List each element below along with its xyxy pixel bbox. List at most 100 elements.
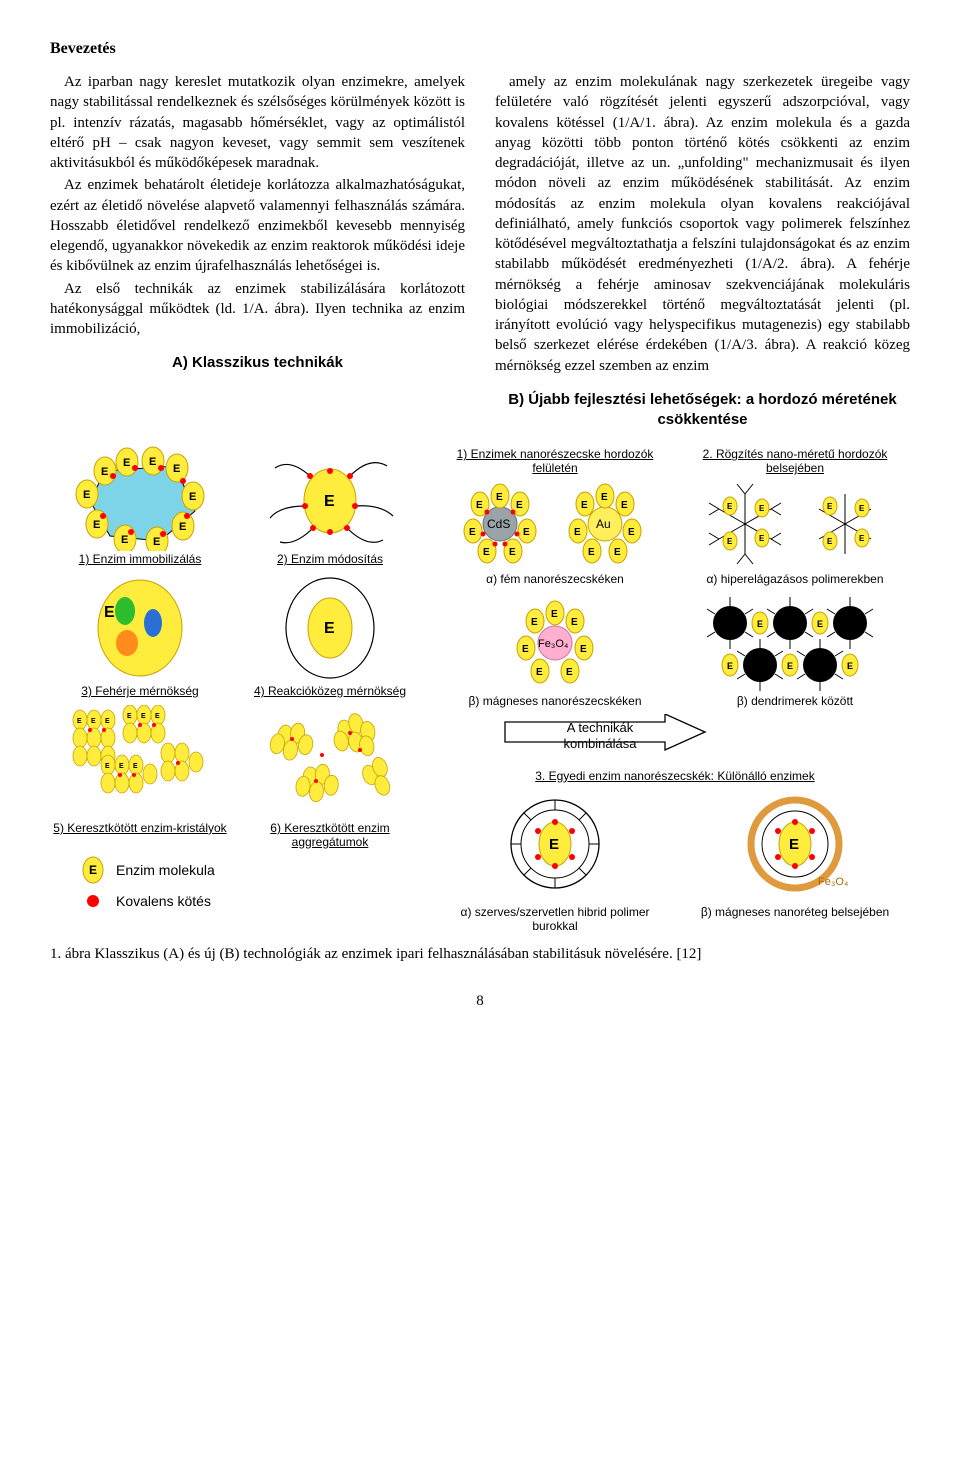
svg-text:E: E — [859, 504, 865, 513]
svg-text:E: E — [571, 617, 578, 628]
svg-text:E: E — [566, 667, 573, 678]
diagram-icon: E — [480, 789, 630, 904]
caption: α) hiperelágazásos polimerekben — [680, 573, 910, 587]
svg-text:E: E — [759, 534, 765, 543]
svg-text:E: E — [149, 456, 156, 468]
svg-text:E: E — [141, 713, 146, 720]
svg-text:E: E — [549, 836, 559, 853]
fig-b-combine: A technikák kombinálása 3. Egyedi enzim … — [440, 714, 910, 783]
svg-text:E: E — [469, 527, 476, 538]
svg-text:E: E — [77, 718, 82, 725]
svg-text:E: E — [759, 504, 765, 513]
svg-text:E: E — [93, 519, 100, 531]
caption: 1) Enzim immobilizálás — [50, 553, 230, 567]
enzyme-icon: E — [80, 855, 106, 885]
fig-b-gamma2: E Fe₃O₄ β) mágneses nanoréteg belsejében — [680, 789, 910, 934]
svg-text:E: E — [601, 492, 608, 503]
paragraph: amely az enzim molekulának nagy szerkeze… — [495, 72, 910, 376]
caption: β) mágneses nanorészecskéken — [440, 695, 670, 709]
section-heading: Bevezetés — [50, 40, 910, 58]
section-a-title: A) Klasszikus technikák — [50, 353, 465, 373]
svg-text:E: E — [789, 836, 799, 853]
section-b-title: B) Újabb fejlesztési lehetőségek: a hord… — [495, 390, 910, 431]
caption: β) mágneses nanoréteg belsejében — [680, 906, 910, 920]
svg-text:E: E — [516, 500, 523, 511]
diagram-icon: E Fe₃O₄ — [720, 789, 870, 904]
svg-text:E: E — [531, 617, 538, 628]
fig-b-beta1: Fe₃O₄ EEEEEEE β) mágneses nanorészecskék… — [440, 593, 670, 709]
svg-text:E: E — [817, 619, 823, 629]
svg-text:E: E — [153, 536, 160, 548]
svg-text:E: E — [727, 502, 733, 511]
svg-text:E: E — [83, 489, 90, 501]
diagram-icon: CdS EEEEEEE Au EEEEEEE — [445, 476, 665, 571]
svg-text:E: E — [91, 718, 96, 725]
page-number: 8 — [50, 993, 910, 1010]
svg-text:E: E — [536, 667, 543, 678]
fig-a4: E 4) Reakcióközeg mérnökség — [240, 573, 420, 699]
paragraph: Az első technikák az enzimek stabilizálá… — [50, 279, 465, 340]
svg-text:E: E — [121, 534, 128, 546]
svg-text:E: E — [483, 547, 490, 558]
diagram-icon: EEEE EEEE EE — [65, 446, 215, 551]
fig-b-beta2: EEEEE β) dendrimerek között — [680, 593, 910, 709]
left-column: Az iparban nagy kereslet mutatkozik olya… — [50, 72, 465, 440]
fig-b-header1: 1) Enzimek nanorészecske hordozók felüle… — [440, 446, 670, 586]
arrow-icon — [465, 714, 885, 764]
panel-a: E E E E E E E E E E 1) Enzim immobilizálás E — [50, 446, 420, 934]
svg-text:E: E — [614, 547, 621, 558]
svg-text:E: E — [127, 713, 132, 720]
caption: 2. Rögzítés nano-méretű hordozók belsejé… — [680, 448, 910, 476]
paragraph: Az enzimek behatárolt életideje korlátoz… — [50, 175, 465, 276]
caption: α) szerves/szervetlen hibrid polimer bur… — [440, 906, 670, 934]
caption: α) fém nanorészecskéken — [440, 573, 670, 587]
svg-text:E: E — [827, 537, 833, 546]
svg-text:Au: Au — [596, 517, 611, 531]
fig-a2: E 2) Enzim módosítás — [240, 446, 420, 567]
svg-text:E: E — [105, 763, 110, 770]
svg-text:E: E — [523, 527, 530, 538]
svg-text:E: E — [588, 547, 595, 558]
fig-a6: 6) Keresztkötött enzim aggregátumok — [240, 705, 420, 850]
paragraph: Az iparban nagy kereslet mutatkozik olya… — [50, 72, 465, 173]
svg-text:E: E — [727, 661, 733, 671]
svg-text:E: E — [133, 763, 138, 770]
svg-text:Fe₃O₄: Fe₃O₄ — [818, 876, 849, 888]
svg-text:E: E — [522, 644, 529, 655]
svg-text:E: E — [580, 644, 587, 655]
two-column-body: Az iparban nagy kereslet mutatkozik olya… — [50, 72, 910, 440]
svg-text:E: E — [119, 763, 124, 770]
caption: 1) Enzimek nanorészecske hordozók felüle… — [440, 448, 670, 476]
fig-a1: EEEE EEEE EE 1) Enzim immobilizálás — [50, 446, 230, 567]
caption: 2) Enzim módosítás — [240, 553, 420, 567]
svg-text:E: E — [496, 492, 503, 503]
svg-text:E: E — [621, 500, 628, 511]
svg-text:Fe₃O₄: Fe₃O₄ — [538, 638, 569, 650]
svg-text:E: E — [104, 604, 115, 621]
panel-b: 1) Enzimek nanorészecske hordozók felüle… — [440, 446, 910, 934]
svg-text:E: E — [179, 521, 186, 533]
fig-b-gamma1: E α) szerves/szervetlen hibrid polimer b… — [440, 789, 670, 934]
legend-label: Enzim molekula — [116, 862, 215, 878]
svg-text:E: E — [105, 718, 110, 725]
figure-row: E E E E E E E E E E 1) Enzim immobilizálás E — [50, 446, 910, 934]
caption: 4) Reakcióközeg mérnökség — [240, 685, 420, 699]
legend-enzyme: E Enzim molekula — [80, 855, 420, 885]
fig-b-header2: 2. Rögzítés nano-méretű hordozók belsejé… — [680, 446, 910, 586]
caption: β) dendrimerek között — [680, 695, 910, 709]
caption: 6) Keresztkötött enzim aggregátumok — [240, 822, 420, 850]
svg-text:E: E — [509, 547, 516, 558]
svg-text:E: E — [727, 537, 733, 546]
legend-label: Kovalens kötés — [116, 893, 211, 909]
svg-text:E: E — [628, 527, 635, 538]
svg-text:E: E — [574, 527, 581, 538]
diagram-icon: E — [255, 446, 405, 551]
caption: 5) Keresztkötött enzim-kristályok — [50, 822, 230, 836]
svg-text:E: E — [847, 661, 853, 671]
svg-text:E: E — [581, 500, 588, 511]
caption: 3) Fehérje mérnökség — [50, 685, 230, 699]
fig-a5: EEE EEE EEE 5) Keresztkötött enzim-krist… — [50, 705, 230, 850]
svg-text:E: E — [324, 620, 335, 637]
svg-text:E: E — [123, 457, 130, 469]
diagram-icon: E — [255, 573, 405, 683]
